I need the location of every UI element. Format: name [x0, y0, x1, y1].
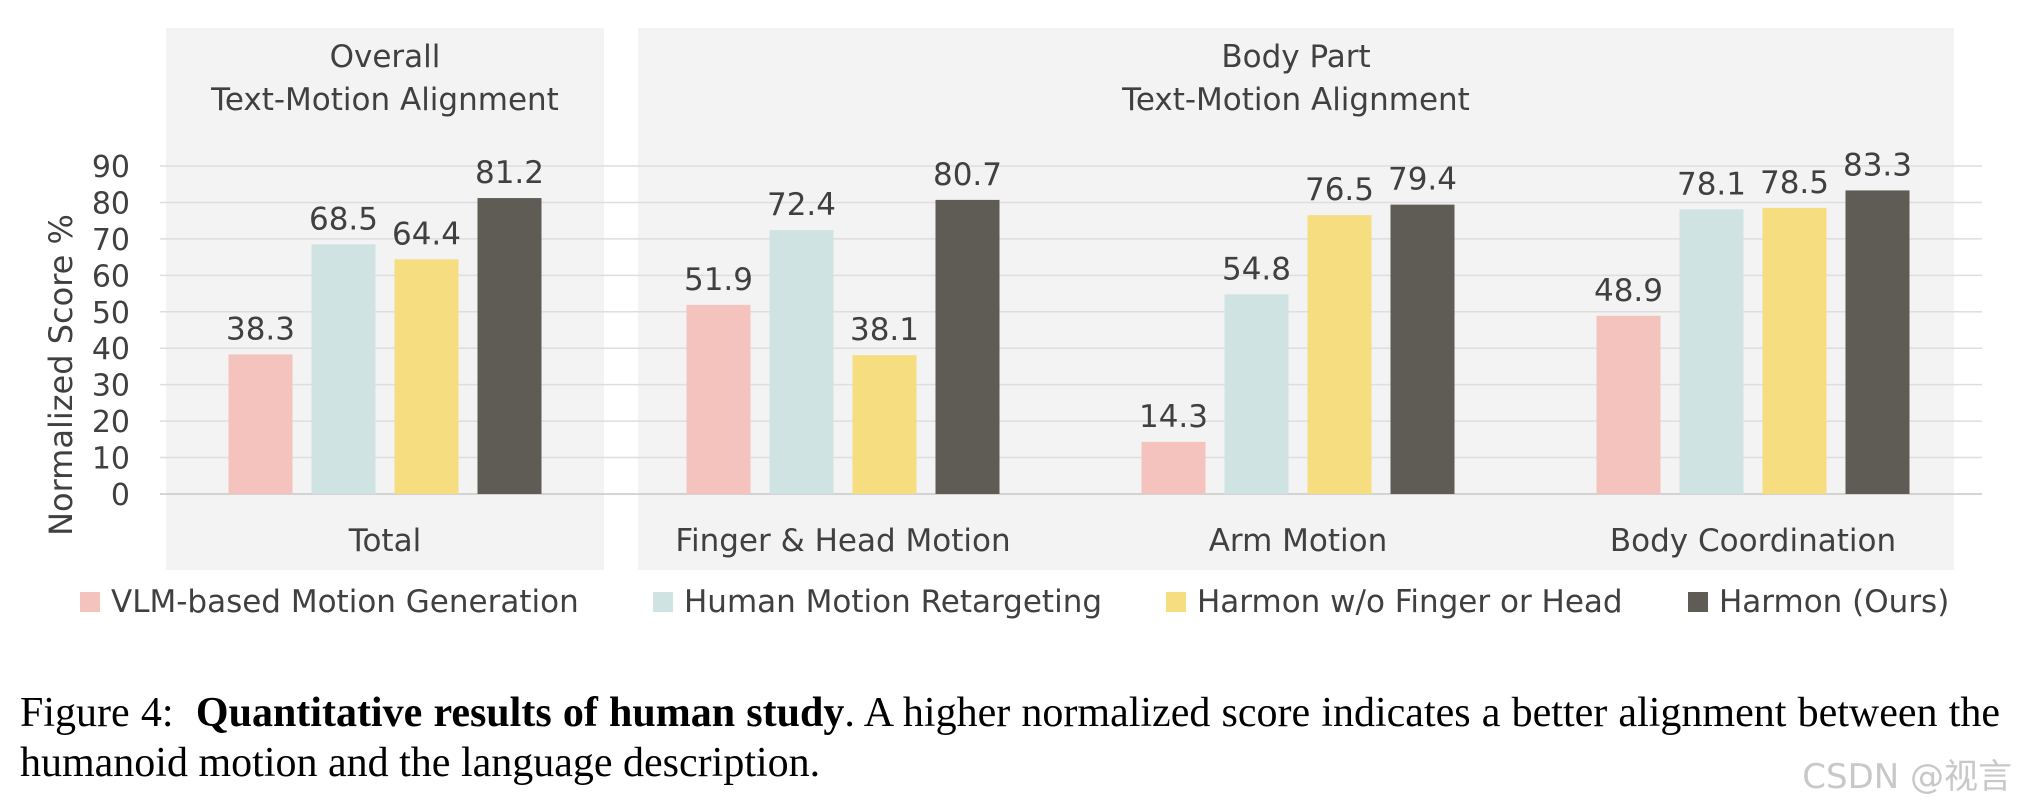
- legend-label: Human Motion Retargeting: [684, 584, 1102, 620]
- bar-value-label: 72.4: [767, 187, 836, 223]
- bar: [852, 355, 917, 494]
- bar: [935, 199, 1000, 495]
- bar: [1141, 441, 1206, 494]
- legend-swatch: [1166, 592, 1186, 612]
- caption-prefix: Figure 4:: [20, 690, 174, 736]
- bar-value-label: 78.5: [1760, 165, 1829, 201]
- bars: 38.3 51.9 14.3 48.9 68.5 72.4 54.8 78.1 64.4 38.1…: [226, 147, 1912, 495]
- panel-title-bodypart-line2: Text-Motion Alignment: [1121, 82, 1470, 118]
- y-tick-label: 60: [92, 259, 130, 294]
- bar-value-label: 83.3: [1843, 147, 1912, 183]
- y-tick-label: 20: [92, 405, 130, 440]
- y-tick-label: 90: [92, 150, 130, 185]
- bar: [1307, 215, 1372, 494]
- bar-value-label: 79.4: [1388, 162, 1457, 198]
- y-axis-label: Normalized Score %: [42, 214, 80, 536]
- caption-rest: . A higher normalized score indicates a …: [20, 690, 2001, 786]
- bar-value-label: 78.1: [1677, 166, 1746, 202]
- panel-title-bodypart-line1: Body Part: [1221, 39, 1370, 75]
- bar: [769, 230, 834, 495]
- legend-label: VLM-based Motion Generation: [111, 584, 579, 620]
- panel-title-overall-line1: Overall: [330, 39, 441, 75]
- bar-value-label: 64.4: [392, 216, 461, 252]
- bar-value-label: 14.3: [1139, 399, 1208, 435]
- y-tick-label: 50: [92, 296, 130, 331]
- y-tick-label: 80: [92, 186, 130, 221]
- panel-title-overall-line2: Text-Motion Alignment: [210, 82, 559, 118]
- bar-value-label: 54.8: [1222, 251, 1291, 287]
- bar-value-label: 80.7: [933, 157, 1002, 193]
- y-tick-label: 10: [92, 442, 130, 477]
- legend-swatch: [80, 592, 100, 612]
- x-category-label: Finger & Head Motion: [675, 523, 1010, 559]
- bar-value-label: 38.3: [226, 311, 295, 347]
- gridlines: [160, 165, 1982, 495]
- x-category-label: Body Coordination: [1610, 523, 1896, 559]
- bar-value-label: 68.5: [309, 201, 378, 237]
- bar: [1224, 294, 1289, 494]
- bar: [1845, 190, 1910, 494]
- x-category-label: Total: [348, 523, 421, 559]
- legend: VLM-based Motion Generation Human Motion …: [80, 584, 1949, 620]
- bar: [311, 244, 376, 494]
- bar: [1679, 209, 1744, 494]
- y-tick-label: 30: [92, 369, 130, 404]
- y-tick-label: 70: [92, 223, 130, 258]
- legend-label: Harmon (Ours): [1719, 584, 1949, 620]
- bar-value-label: 81.2: [475, 155, 544, 191]
- y-tick-label: 0: [111, 478, 130, 513]
- legend-swatch: [653, 592, 673, 612]
- watermark: CSDN @视言: [1802, 757, 2012, 797]
- y-tick-label: 40: [92, 332, 130, 367]
- bar: [1762, 207, 1827, 494]
- bar: [394, 259, 459, 494]
- bar-value-label: 48.9: [1594, 273, 1663, 309]
- bar: [1596, 315, 1661, 494]
- legend-swatch: [1688, 592, 1708, 612]
- bar: [228, 354, 293, 494]
- bar: [477, 198, 542, 494]
- bar-value-label: 51.9: [684, 262, 753, 298]
- x-axis-category-labels: Total Finger & Head Motion Arm Motion Body …: [348, 523, 1896, 559]
- bar: [686, 304, 751, 494]
- legend-label: Harmon w/o Finger or Head: [1197, 584, 1623, 620]
- bar-value-label: 76.5: [1305, 172, 1374, 208]
- caption-bold: Quantitative results of human study: [195, 690, 845, 736]
- x-category-label: Arm Motion: [1209, 523, 1388, 559]
- figure-caption: Figure 4: Quantitative results of human …: [20, 688, 2000, 788]
- bar: [1390, 204, 1455, 494]
- bar-value-label: 38.1: [850, 312, 919, 348]
